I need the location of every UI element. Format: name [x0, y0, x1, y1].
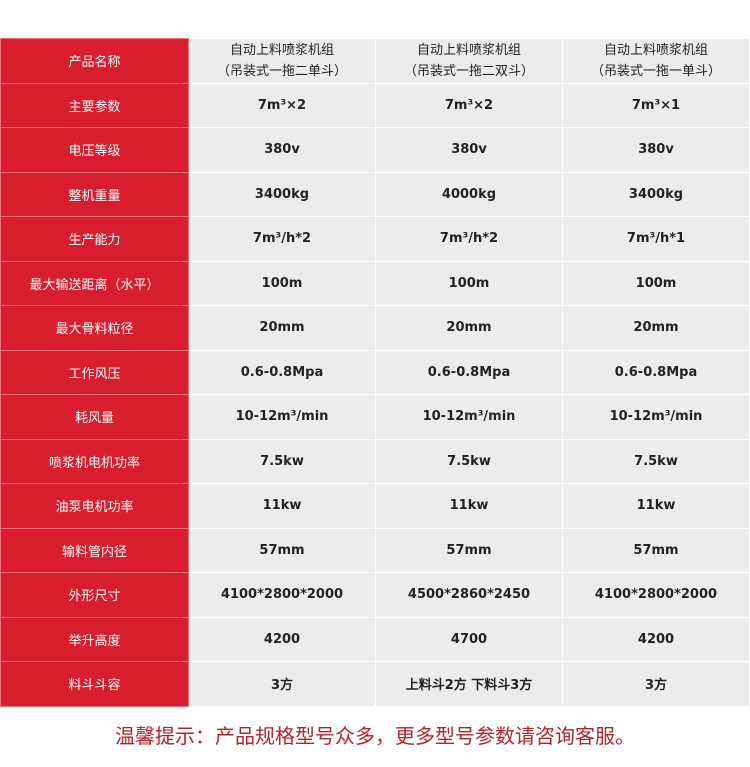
- row-value: 4200: [562, 616, 750, 662]
- row-value: 57mm: [375, 527, 563, 573]
- row-value: 7m³/h*1: [562, 216, 750, 262]
- row-label: 外形尺寸: [0, 572, 189, 618]
- row-value: 380v: [562, 127, 750, 173]
- row-label: 主要参数: [0, 82, 189, 128]
- table-row: 料斗斗容 3方 上料斗2方 下料斗3方 3方: [0, 661, 750, 707]
- product-name: 自动上料喷浆机组 （吊装式一拖一单斗）: [562, 38, 750, 84]
- table-row: 最大骨料粒径 20mm 20mm 20mm: [0, 305, 750, 351]
- product-name: 自动上料喷浆机组 （吊装式一拖二单斗）: [188, 38, 376, 84]
- row-value: 20mm: [375, 305, 563, 351]
- row-label: 生产能力: [0, 216, 189, 262]
- table-row: 电压等级 380v 380v 380v: [0, 127, 750, 173]
- row-label: 举升高度: [0, 616, 189, 662]
- table-row: 喷浆机电机功率 7.5kw 7.5kw 7.5kw: [0, 438, 750, 484]
- row-value: 11kw: [562, 483, 750, 529]
- row-value: 3方: [562, 661, 750, 707]
- table-row: 主要参数 7m³×2 7m³×2 7m³×1: [0, 82, 750, 128]
- row-value: 380v: [375, 127, 563, 173]
- row-value: 0.6-0.8Mpa: [562, 349, 750, 395]
- row-value: 4100*2800*2000: [562, 572, 750, 618]
- row-value: 0.6-0.8Mpa: [188, 349, 376, 395]
- row-value: 7m³×1: [562, 82, 750, 128]
- row-value: 20mm: [188, 305, 376, 351]
- spec-table: 产品名称 自动上料喷浆机组 （吊装式一拖二单斗） 自动上料喷浆机组 （吊装式一拖二双…: [0, 38, 750, 707]
- row-value: 4700: [375, 616, 563, 662]
- row-value: 4100*2800*2000: [188, 572, 376, 618]
- row-value: 11kw: [375, 483, 563, 529]
- row-value: 57mm: [188, 527, 376, 573]
- row-value: 7m³×2: [375, 82, 563, 128]
- header-row: 产品名称 自动上料喷浆机组 （吊装式一拖二单斗） 自动上料喷浆机组 （吊装式一拖二双…: [0, 38, 750, 84]
- row-value: 57mm: [562, 527, 750, 573]
- row-value: 10-12m³/min: [188, 394, 376, 440]
- row-value: 7.5kw: [188, 438, 376, 484]
- product-name: 自动上料喷浆机组 （吊装式一拖二双斗）: [375, 38, 563, 84]
- row-label: 最大骨料粒径: [0, 305, 189, 351]
- footer-tip: 温馨提示：产品规格型号众多，更多型号参数请咨询客服。: [115, 724, 635, 748]
- table-row: 油泵电机功率 11kw 11kw 11kw: [0, 483, 750, 529]
- row-value: 10-12m³/min: [562, 394, 750, 440]
- row-value: 11kw: [188, 483, 376, 529]
- table-row: 整机重量 3400kg 4000kg 3400kg: [0, 171, 750, 217]
- header-label: 产品名称: [0, 38, 189, 84]
- row-value: 7m³/h*2: [375, 216, 563, 262]
- product-subtitle: （吊装式一拖二单斗）: [216, 63, 347, 79]
- row-value: 7m³/h*2: [188, 216, 376, 262]
- row-label: 料斗斗容: [0, 661, 189, 707]
- table-row: 工作风压 0.6-0.8Mpa 0.6-0.8Mpa 0.6-0.8Mpa: [0, 349, 750, 395]
- row-value: 4500*2860*2450: [375, 572, 563, 618]
- row-value: 4000kg: [375, 171, 563, 217]
- row-value: 100m: [188, 260, 376, 306]
- table-row: 最大输送距离（水平） 100m 100m 100m: [0, 260, 750, 306]
- row-value: 上料斗2方 下料斗3方: [375, 661, 563, 707]
- row-value: 380v: [188, 127, 376, 173]
- product-title: 自动上料喷浆机组: [229, 42, 334, 58]
- table-row: 耗风量 10-12m³/min 10-12m³/min 10-12m³/min: [0, 394, 750, 440]
- row-label: 工作风压: [0, 349, 189, 395]
- product-subtitle: （吊装式一拖二双斗）: [403, 63, 534, 79]
- table-row: 输料管内径 57mm 57mm 57mm: [0, 527, 750, 573]
- row-value: 10-12m³/min: [375, 394, 563, 440]
- row-value: 7.5kw: [375, 438, 563, 484]
- row-value: 0.6-0.8Mpa: [375, 349, 563, 395]
- row-label: 电压等级: [0, 127, 189, 173]
- row-value: 4200: [188, 616, 376, 662]
- row-value: 3400kg: [562, 171, 750, 217]
- row-label: 耗风量: [0, 394, 189, 440]
- table-row: 生产能力 7m³/h*2 7m³/h*2 7m³/h*1: [0, 216, 750, 262]
- product-title: 自动上料喷浆机组: [416, 42, 521, 58]
- row-label: 输料管内径: [0, 527, 189, 573]
- row-label: 油泵电机功率: [0, 483, 189, 529]
- row-label: 喷浆机电机功率: [0, 438, 189, 484]
- row-value: 3400kg: [188, 171, 376, 217]
- row-value: 100m: [375, 260, 563, 306]
- table-row: 外形尺寸 4100*2800*2000 4500*2860*2450 4100*280…: [0, 572, 750, 618]
- row-label: 整机重量: [0, 171, 189, 217]
- row-value: 3方: [188, 661, 376, 707]
- row-label: 最大输送距离（水平）: [0, 260, 189, 306]
- row-value: 7m³×2: [188, 82, 376, 128]
- table-row: 举升高度 4200 4700 4200: [0, 616, 750, 662]
- product-title: 自动上料喷浆机组: [603, 42, 708, 58]
- row-value: 7.5kw: [562, 438, 750, 484]
- row-value: 20mm: [562, 305, 750, 351]
- product-subtitle: （吊装式一拖一单斗）: [590, 63, 721, 79]
- row-value: 100m: [562, 260, 750, 306]
